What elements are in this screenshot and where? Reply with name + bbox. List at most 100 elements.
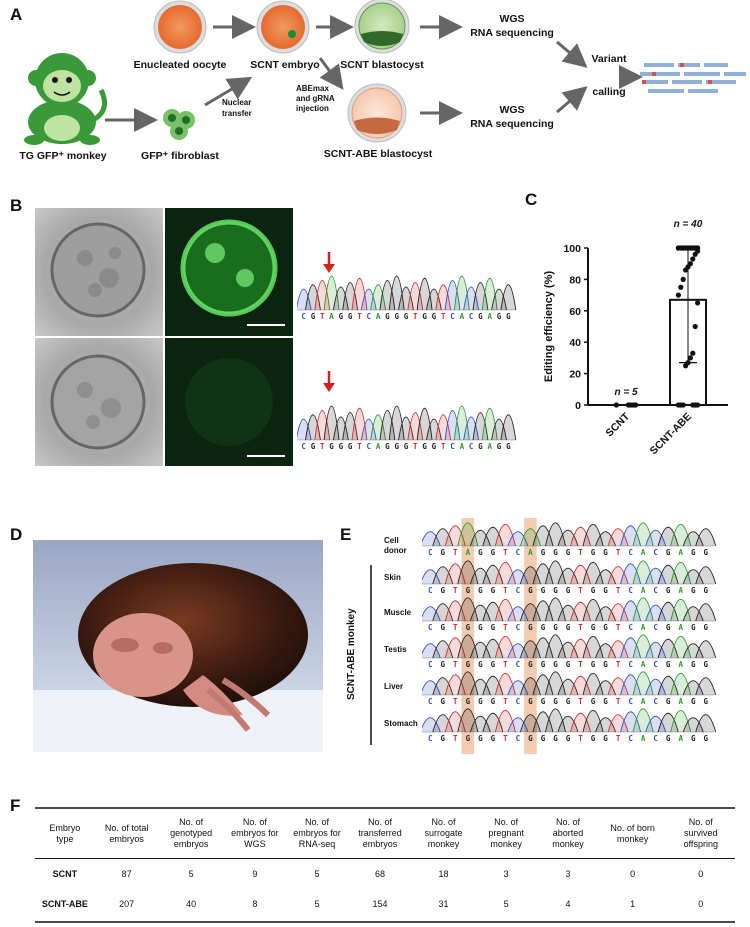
trace-tissue-5-peak [695, 714, 717, 733]
trace-tissue-3-base-label: C [628, 660, 633, 669]
trace-tissue-3-base-label: T [503, 660, 508, 669]
trace-tissue-3-base-label: A [678, 660, 683, 669]
label-injection-1: ABEmax [296, 84, 329, 93]
column-header: No. of embryos for WGS [224, 810, 286, 858]
trace-bottom-base-label: G [506, 442, 511, 451]
column-header-line: No. of [688, 817, 713, 828]
trace-tissue-1-peak [557, 567, 579, 585]
column-header-line: type [56, 833, 74, 844]
trace-tissue-4-base-label: A [678, 697, 683, 706]
trace-bottom-peak [491, 418, 507, 441]
trace-bottom-base-label: G [339, 442, 344, 451]
trace-top-peak [426, 288, 442, 311]
trace-top-base-label: T [320, 312, 325, 321]
trace-bottom-base-label: G [385, 442, 390, 451]
trace-tissue-1-peak [695, 566, 717, 585]
data-point [690, 256, 696, 262]
trace-donor-base-label: A [678, 548, 683, 557]
column-header-line: pregnant [488, 828, 524, 839]
trace-top-peak [491, 288, 507, 311]
trace-tissue-1-base-label: G [478, 586, 483, 595]
trace-tissue-3-peak [469, 641, 491, 659]
read-alignment-icon [640, 63, 746, 93]
chromatogram-tissues: C G T A G G T C A G G G T G G T C A C G A G GC G T G G G T C G G G G T G G T C… [422, 518, 717, 754]
trace-bottom-base-label: T [320, 442, 325, 451]
trace-tissue-4-base-label: C [516, 697, 521, 706]
trace-tissue-2-base-label: G [603, 623, 608, 632]
trace-donor-peak [657, 526, 679, 547]
trace-tissue-1-base-label: G [553, 586, 558, 595]
trace-donor-base-label: T [578, 548, 583, 557]
trace-tissue-1-base-label: T [453, 586, 458, 595]
fluorescence-image-scnt [165, 208, 293, 336]
trace-tissue-4-base-label: G [566, 697, 571, 706]
trace-tissue-3-base-label: G [491, 660, 496, 669]
trace-tissue-1-peak [444, 563, 466, 585]
trace-tissue-1-base-label: G [466, 586, 471, 595]
table-cell: 5 [314, 868, 320, 879]
trace-tissue-4-base-label: G [666, 697, 671, 706]
trace-tissue-5-base-label: G [541, 734, 546, 743]
trace-tissue-2-peak [695, 603, 717, 622]
trace-tissue-3-peak [695, 640, 717, 659]
trace-tissue-2-peak [457, 597, 479, 622]
trace-top-peak [305, 284, 321, 311]
trace-tissue-5-peak [482, 712, 504, 733]
column-header-line: monkey [552, 839, 584, 850]
trace-tissue-4-peak [595, 680, 617, 696]
column-header-line: Embryo [49, 822, 81, 833]
trace-tissue-2-base-label: A [678, 623, 683, 632]
trace-bottom-base-label: C [301, 442, 306, 451]
trace-tissue-5-base-label: A [678, 734, 683, 743]
trace-donor-base-label: G [541, 548, 546, 557]
table-cell: 31 [438, 898, 449, 909]
label-rna-top: RNA sequencing [470, 27, 554, 39]
trace-donor-base-label: A [466, 548, 471, 557]
y-axis-label: Editing efficiency (%) [543, 271, 555, 383]
trace-tissue-1-base-label: G [591, 586, 596, 595]
trace-tissue-3-base-label: C [516, 660, 521, 669]
trace-bottom-base-label: G [422, 442, 427, 451]
trace-tissue-5-base-label: G [703, 734, 708, 743]
trace-tissue-3-peak [657, 638, 679, 659]
trace-top-peak [332, 286, 349, 311]
trace-tissue-4-peak [645, 678, 667, 696]
trace-bottom-base-label: T [357, 442, 362, 451]
trace-top-base-label: G [348, 312, 353, 321]
column-header-line: embryos [362, 839, 398, 850]
table-cell: 1 [630, 898, 636, 909]
trace-tissue-1-peak [519, 566, 541, 585]
trace-donor-peak [570, 526, 591, 547]
trace-donor-peak [469, 529, 491, 547]
trace-tissue-1-base-label: C [516, 586, 521, 595]
label-nuclear-transfer-1: Nuclear [222, 98, 252, 107]
trace-bottom-base-label: G [394, 442, 399, 451]
trace-tissue-2-peak [657, 601, 679, 622]
trace-top-peak [435, 284, 452, 311]
trace-tissue-2-peak [620, 600, 642, 622]
trace-tissue-3-base-label: G [591, 660, 596, 669]
trace-tissue-2-base-label: T [453, 623, 458, 632]
trace-tissue-1-peak [507, 569, 529, 585]
trace-tissue-2-base-label: G [478, 623, 483, 632]
editing-efficiency-chart: 0 20 40 60 80 100 Editing efficiency (%) n = 5 S… [543, 220, 728, 457]
trace-tissue-5-base-label: G [591, 734, 596, 743]
trace-bottom-peak [444, 409, 461, 441]
trace-tissue-3-peak [532, 637, 554, 659]
y-tick-label: 20 [569, 369, 581, 381]
trace-bottom-peak [407, 412, 424, 441]
trace-top-base-label: A [329, 312, 334, 321]
trace-tissue-3-peak [545, 634, 566, 659]
trace-top-peak [297, 288, 312, 311]
y-tick-label: 0 [575, 400, 581, 412]
trace-donor-peak [432, 528, 454, 547]
trace-donor-peak [620, 525, 642, 547]
trace-bottom-base-label: C [450, 442, 455, 451]
trace-tissue-2-base-label: T [503, 623, 508, 632]
trace-tissue-4-peak [482, 675, 504, 696]
trace-top-peak [407, 282, 424, 311]
table-cell: 9 [252, 868, 258, 879]
trace-bottom-peak [472, 412, 489, 441]
trace-tissue-4-peak [457, 671, 479, 696]
